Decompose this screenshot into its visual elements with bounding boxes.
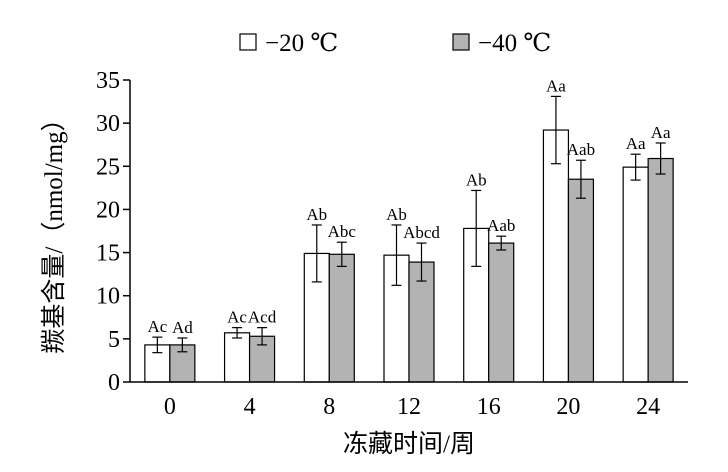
- significance-label: Aab: [487, 216, 515, 235]
- x-tick-label: 12: [397, 394, 421, 420]
- y-tick-label: 15: [96, 241, 120, 267]
- significance-label: Acd: [248, 308, 277, 327]
- y-tick-label: 30: [96, 111, 120, 137]
- x-axis-title: 冻藏时间/周: [343, 430, 475, 458]
- legend-swatch: [452, 33, 470, 51]
- x-tick-label: 4: [244, 394, 256, 420]
- y-tick-label: 35: [96, 68, 120, 94]
- bar: [328, 253, 355, 383]
- significance-label: Aa: [651, 123, 671, 142]
- bar: [488, 242, 515, 383]
- x-tick-label: 0: [164, 394, 176, 420]
- bar: [542, 129, 570, 383]
- significance-label: Ad: [172, 318, 193, 337]
- significance-label: Ac: [147, 317, 167, 336]
- significance-label: Aab: [567, 140, 595, 159]
- y-tick-label: 20: [96, 197, 120, 223]
- bar: [622, 166, 649, 383]
- y-axis-title: 羰基含量/（nmol/mg）: [40, 106, 68, 353]
- significance-label: Abc: [328, 222, 357, 241]
- significance-label: Ab: [386, 205, 407, 224]
- significance-label: Ab: [466, 170, 487, 189]
- bar: [223, 332, 251, 383]
- bar: [567, 178, 595, 383]
- significance-label: Abcd: [403, 223, 440, 242]
- significance-label: Aa: [546, 76, 566, 95]
- legend-label: −20 ℃: [265, 30, 338, 57]
- bar: [647, 157, 674, 383]
- y-tick-label: 0: [108, 370, 120, 396]
- axes: 0 5 10 15 20 25 30 35 0 4 8 12 16 20 24: [96, 68, 688, 420]
- significance-label: Ac: [227, 308, 247, 327]
- y-tick-label: 10: [96, 284, 120, 310]
- y-tick-label: 5: [108, 327, 120, 353]
- y-tick-label: 25: [96, 154, 120, 180]
- x-tick-label: 8: [323, 394, 335, 420]
- legend-swatch: [239, 33, 257, 51]
- significance-label: Aa: [626, 134, 646, 153]
- legend: −20 ℃ −40 ℃: [239, 30, 551, 57]
- legend-label: −40 ℃: [478, 30, 551, 57]
- significance-label: Ab: [306, 205, 327, 224]
- x-tick-label: 24: [636, 394, 660, 420]
- x-tick-label: 16: [477, 394, 501, 420]
- x-tick-label: 20: [556, 394, 580, 420]
